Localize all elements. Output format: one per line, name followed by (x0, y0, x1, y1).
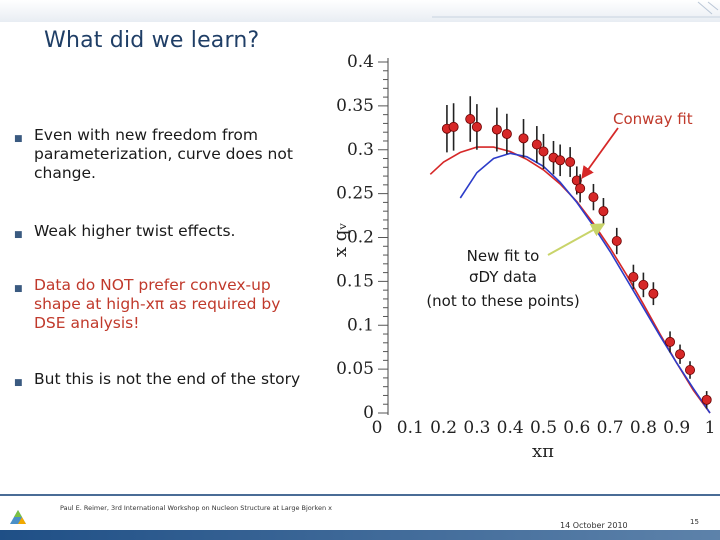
new-fit-arrow (547, 223, 606, 256)
x-axis-title: xπ (532, 441, 554, 462)
data-point (675, 349, 686, 360)
page-number: 15 (690, 518, 699, 526)
data-point (491, 124, 502, 135)
footer-date: 14 October 2010 (560, 521, 628, 530)
x-tick-label: 1 (705, 418, 716, 438)
data-point (628, 271, 639, 282)
x-tick-label: 0.7 (597, 418, 624, 438)
data-point (588, 192, 599, 203)
y-tick-label: 0.15 (336, 271, 374, 291)
x-tick-label: 0.4 (497, 418, 524, 438)
y-tick-label: 0 (363, 403, 374, 423)
y-tick-label: 0.35 (336, 96, 374, 116)
new-fit-label-line1: New fit to (467, 247, 540, 265)
y-tick-label: 0.4 (347, 52, 374, 72)
bullet-text: Even with new freedom from parameterizat… (34, 126, 293, 182)
x-tick-label: 0.3 (463, 418, 490, 438)
data-point (665, 336, 676, 347)
new-fit-label-line2: σDY data (469, 268, 537, 286)
data-point (565, 157, 576, 168)
slide-title: What did we learn? (44, 28, 260, 53)
bullet-square-icon: ■ (14, 230, 23, 240)
data-point (555, 155, 566, 166)
y-tick-label: 0.05 (336, 359, 374, 379)
bullet-square-icon: ■ (14, 284, 23, 294)
conway-fit-label: Conway fit (613, 110, 693, 128)
x-tick-label: 0.8 (630, 418, 657, 438)
bullet-text: Weak higher twist effects. (34, 222, 236, 240)
x-tick-label: 0.1 (397, 418, 424, 438)
data-point (465, 114, 476, 125)
data-point (501, 128, 512, 139)
chart-axes: 0 0.05 0.1 0.15 0.2 0.25 0.3 0.35 0.4 0 0.1 0.2 0.3 0… (330, 52, 715, 462)
conway-arrow (581, 127, 619, 180)
chart-curves (429, 146, 711, 414)
bullet-square-icon: ■ (14, 378, 23, 388)
data-point (538, 146, 549, 157)
data-point (471, 121, 482, 132)
chart-points (441, 96, 712, 409)
y-axis-title: x qᵥ (330, 223, 351, 257)
x-tick-label: 0.5 (530, 418, 557, 438)
data-point (701, 394, 712, 405)
footer-author: Paul E. Reimer, 3rd International Worksh… (60, 504, 332, 512)
y-tick-label: 0.3 (347, 140, 374, 160)
data-point (531, 139, 542, 150)
new-fit-curve (459, 152, 711, 414)
bullet-square-icon: ■ (14, 134, 23, 144)
x-tick-label: 0.6 (563, 418, 590, 438)
new-fit-label-line3: (not to these points) (426, 292, 579, 310)
bullet-text: But this is not the end of the story (34, 370, 301, 388)
y-tick-label: 0.2 (347, 228, 374, 248)
lab-logo-icon (10, 510, 26, 524)
corner-stripes-icon (432, 1, 720, 18)
data-point (611, 236, 622, 247)
data-point (448, 121, 459, 132)
y-tick-label: 0.1 (347, 315, 374, 335)
data-point (518, 133, 529, 144)
data-point (598, 206, 609, 217)
data-point (575, 183, 586, 194)
x-tick-label: 0.2 (430, 418, 457, 438)
x-tick-label: 0.9 (663, 418, 690, 438)
y-tick-label: 0.25 (336, 184, 374, 204)
data-point (685, 365, 696, 376)
data-point (648, 288, 659, 299)
data-point (638, 279, 649, 290)
chart-annotations: Conway fit New fit to σDY data (not to thes… (426, 110, 692, 310)
x-tick-label: 0 (372, 418, 383, 438)
footer-rule (0, 494, 720, 496)
bullet-text-highlight: Data do NOT prefer convex-up shape at hi… (34, 276, 281, 332)
footer-bar (0, 530, 720, 540)
